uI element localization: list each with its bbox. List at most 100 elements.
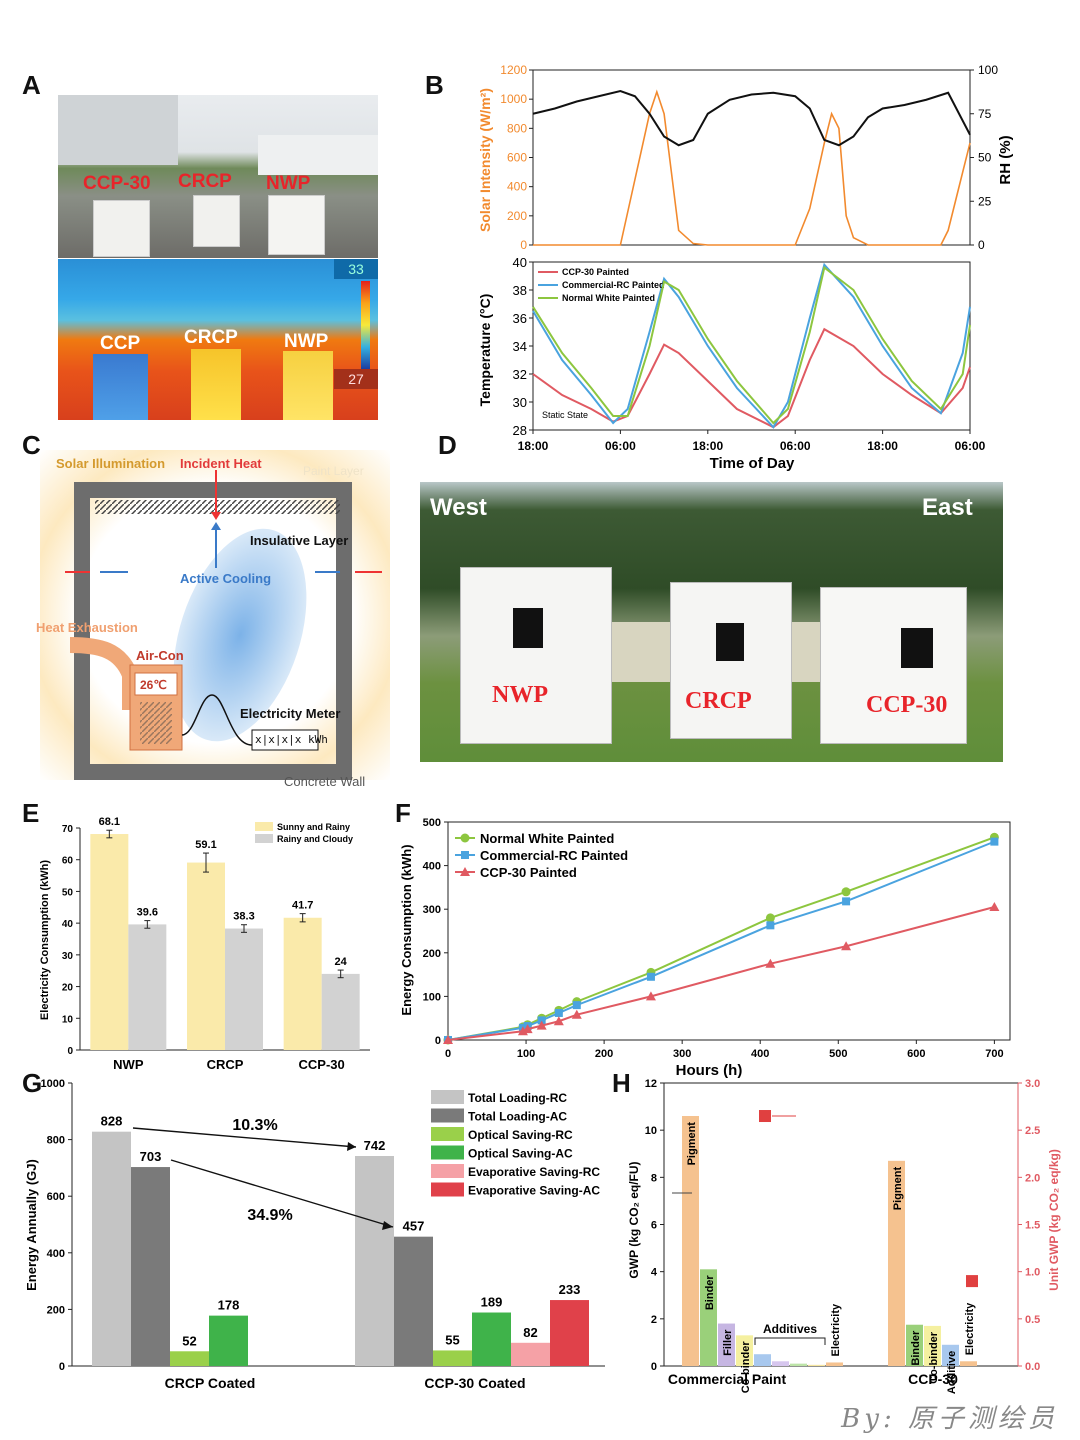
- g-legend-swatch: [431, 1145, 464, 1160]
- e-data-label: 24: [335, 956, 348, 968]
- h-y2tick-label: 2.0: [1025, 1172, 1040, 1184]
- panel-g-chart: 0 200 400 600 800 1000 Energy Annually (GJ) CRC…: [24, 1078, 605, 1391]
- panel-label-h: H: [612, 1068, 631, 1098]
- box-nwp: [268, 195, 325, 255]
- h-y2tick-label: 0.5: [1025, 1314, 1040, 1326]
- b-bot-ylabel: Temperature (°C): [477, 294, 493, 407]
- label-concrete-wall: Concrete Wall: [284, 774, 366, 789]
- f-marker: [537, 1016, 546, 1025]
- label-electricity-meter: Electricity Meter: [240, 706, 341, 721]
- e-category-label: CRCP: [207, 1057, 244, 1072]
- b-bot-ytick-label: 34: [513, 339, 527, 354]
- e-bar: [225, 928, 263, 1050]
- e-legend-swatch: [255, 834, 273, 843]
- direction-west: West: [430, 494, 487, 521]
- e-data-label: 41.7: [292, 900, 313, 912]
- f-ytick-label: 0: [435, 1035, 441, 1047]
- huts-photo: West East NWP CRCP CCP-30: [420, 482, 1003, 762]
- h-category-label: Commercial Paint: [668, 1371, 787, 1387]
- h-component-label: Co-binder: [928, 1331, 940, 1384]
- e-bar: [187, 862, 225, 1050]
- b-top-y2tick-label: 75: [978, 107, 992, 121]
- b-top-ylabel: Solar Intensity (W/m²): [477, 88, 493, 232]
- building-left: [58, 95, 178, 165]
- b-bot-xtick-label: 18:00: [518, 439, 549, 453]
- thermal-image: CCP CRCP NWP 33 27: [58, 259, 378, 420]
- b-top-y2tick-label: 0: [978, 238, 985, 252]
- f-marker: [766, 921, 775, 930]
- f-xtick-label: 200: [595, 1048, 613, 1060]
- e-data-label: 39.6: [137, 907, 158, 919]
- h-component-label: Binder: [704, 1275, 716, 1311]
- f-legend-label: Commercial-RC Painted: [480, 848, 628, 863]
- air-con-display: [134, 672, 178, 696]
- label-paint-layer: Paint Layer: [303, 464, 364, 478]
- hut-crcp-window: [716, 623, 744, 661]
- photo-label-crcp: CRCP: [178, 171, 232, 192]
- e-bar: [128, 924, 167, 1050]
- watermark: By: 原子测绘员: [841, 1404, 1058, 1434]
- hut-nwp-window: [513, 608, 543, 648]
- b-bot-legend-label: CCP-30 Painted: [562, 267, 629, 277]
- f-xtick-label: 0: [445, 1048, 451, 1060]
- panel-f-chart: 0 100 200 300 400 500 0 100 200 300 400 500 600 700 Ho…: [399, 817, 1011, 1079]
- h-bar: [808, 1364, 825, 1366]
- b-top-y2label: RH (%): [997, 135, 1014, 184]
- f-ytick-label: 500: [423, 817, 441, 829]
- e-legend-swatch: [255, 822, 273, 831]
- b-top-series-rh: [532, 89, 971, 147]
- g-bar: [472, 1312, 511, 1366]
- g-bar: [433, 1350, 472, 1366]
- h-component-label: Binder: [910, 1330, 922, 1366]
- h-bar: [718, 1323, 735, 1366]
- hut-label-ccp30: CCP-30: [866, 692, 948, 718]
- f-xlabel: Hours (h): [676, 1062, 743, 1079]
- b-bot-series-1: [532, 262, 971, 429]
- g-data-label: 703: [140, 1149, 162, 1164]
- b-bot-ytick-label: 38: [513, 283, 527, 298]
- f-marker: [990, 837, 999, 846]
- h-category-label: CCP-30: [908, 1371, 958, 1387]
- h-ytick-label: 2: [651, 1314, 657, 1326]
- g-data-label: 233: [559, 1282, 581, 1297]
- h-ytick-label: 12: [645, 1078, 657, 1090]
- g-data-label: 742: [364, 1138, 386, 1153]
- h-ytick-label: 4: [651, 1267, 658, 1279]
- g-legend-swatch: [431, 1090, 464, 1104]
- hut-crcp: [670, 582, 792, 739]
- panel-label-d: D: [438, 430, 457, 460]
- e-ytick-label: 60: [62, 856, 74, 867]
- b-bot-legend-label: Normal White Painted: [562, 293, 655, 303]
- h-bar: [754, 1354, 771, 1366]
- photo-label-nwp: NWP: [266, 173, 311, 194]
- direction-east: East: [922, 494, 973, 521]
- g-legend-swatch: [431, 1164, 464, 1178]
- panel-label-e: E: [22, 798, 40, 828]
- b-bot-xtick-label: 06:00: [780, 439, 811, 453]
- g-category-label: CCP-30 Coated: [424, 1375, 525, 1391]
- f-legend-marker: [461, 851, 469, 859]
- h-bar: [700, 1269, 717, 1366]
- panel-e-chart: 0 10 20 30 40 50 60 70 Electricity Consumption (…: [39, 816, 370, 1072]
- f-marker: [522, 1024, 533, 1034]
- cooling-region: [173, 528, 307, 742]
- h-component-label: Pigment: [892, 1167, 904, 1211]
- e-ytick-label: 0: [67, 1046, 73, 1057]
- h-unit-gwp-marker: [966, 1275, 978, 1288]
- f-marker: [536, 1020, 547, 1030]
- g-data-label: 828: [101, 1114, 123, 1129]
- f-ytick-label: 100: [423, 991, 441, 1003]
- h-y2label: Unit GWP (kg CO₂ eq/kg): [1047, 1149, 1061, 1291]
- g-ytick-label: 0: [59, 1361, 65, 1373]
- e-ytick-label: 70: [62, 824, 74, 835]
- g-legend-swatch: [431, 1182, 464, 1197]
- h-bar: [960, 1361, 977, 1366]
- g-legend-label: Total Loading-AC: [468, 1110, 567, 1124]
- b-top-ytick-label: 1200: [500, 63, 527, 77]
- g-ytick-label: 200: [47, 1304, 65, 1316]
- f-marker: [571, 1009, 582, 1019]
- g-percent-1: 10.3%: [232, 1117, 277, 1134]
- h-ytick-label: 0: [651, 1361, 657, 1373]
- h-y2tick-label: 1.5: [1025, 1220, 1040, 1232]
- e-legend-label: Sunny and Rainy: [277, 822, 350, 832]
